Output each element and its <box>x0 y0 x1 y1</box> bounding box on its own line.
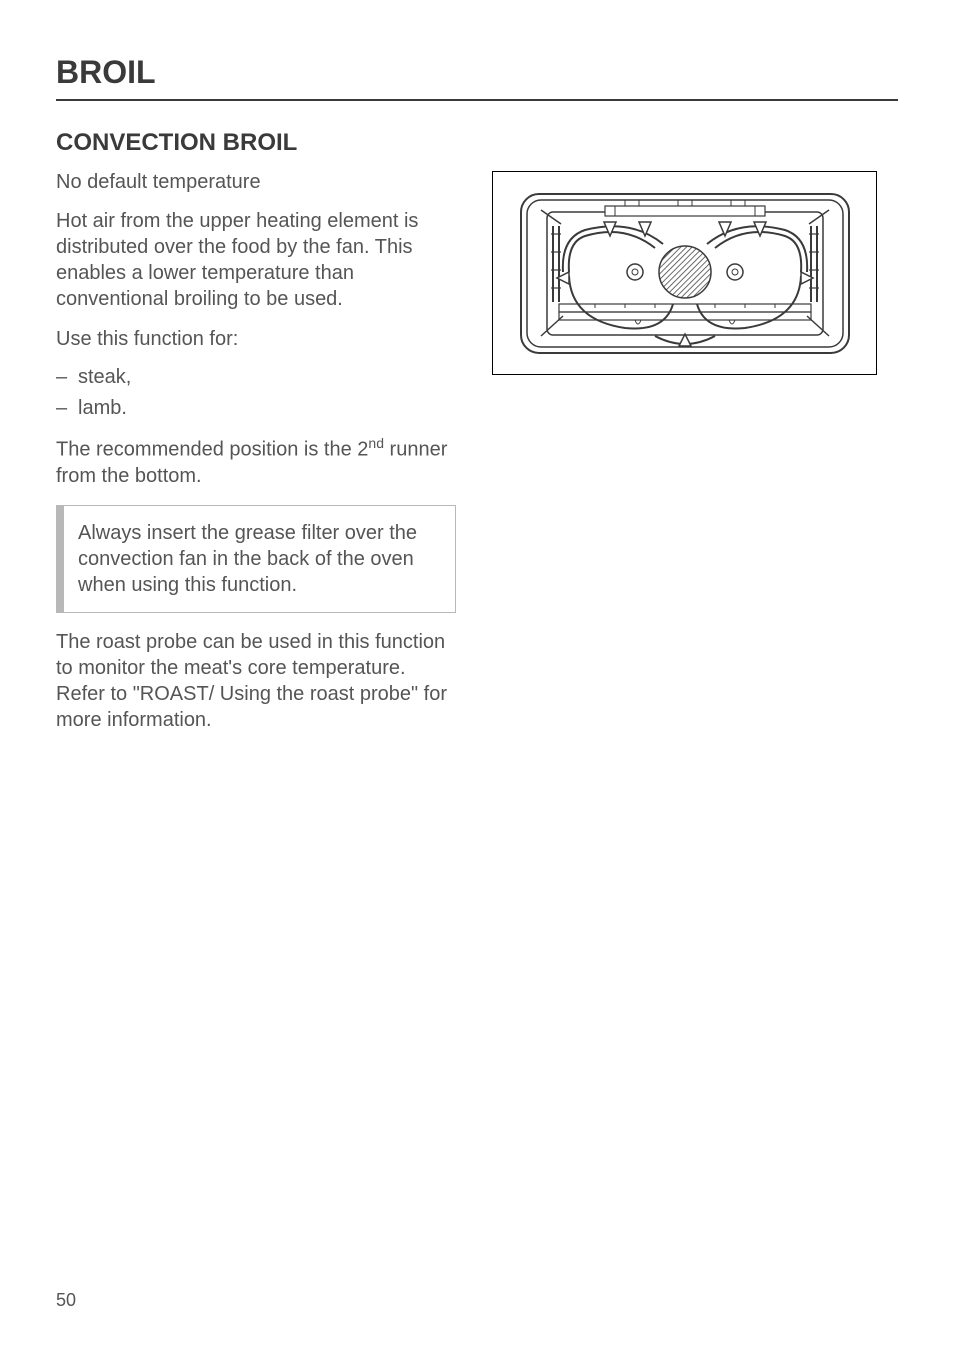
position-pre: The recommended position is the 2 <box>56 439 368 461</box>
section-title: CONVECTION BROIL <box>56 129 898 157</box>
page-title: BROIL <box>56 54 898 101</box>
subtitle: No default temperature <box>56 171 456 194</box>
oven-convection-diagram <box>515 186 855 361</box>
position-sup: nd <box>368 435 384 451</box>
page-number: 50 <box>56 1290 76 1311</box>
left-column: No default temperature Hot air from the … <box>56 171 456 747</box>
oven-diagram-box <box>492 171 877 375</box>
paragraph-roast-probe: The roast probe can be used in this func… <box>56 629 456 733</box>
use-list: steak, lamb. <box>56 366 456 420</box>
paragraph-fan-description: Hot air from the upper heating element i… <box>56 208 456 312</box>
list-item: lamb. <box>56 397 456 420</box>
callout-box: Always insert the grease filter over the… <box>56 505 456 613</box>
callout-text: Always insert the grease filter over the… <box>78 520 441 598</box>
paragraph-use-for: Use this function for: <box>56 326 456 352</box>
paragraph-position: The recommended position is the 2nd runn… <box>56 434 456 489</box>
content-wrap: No default temperature Hot air from the … <box>56 171 898 747</box>
right-column <box>492 171 898 747</box>
list-item: steak, <box>56 366 456 389</box>
